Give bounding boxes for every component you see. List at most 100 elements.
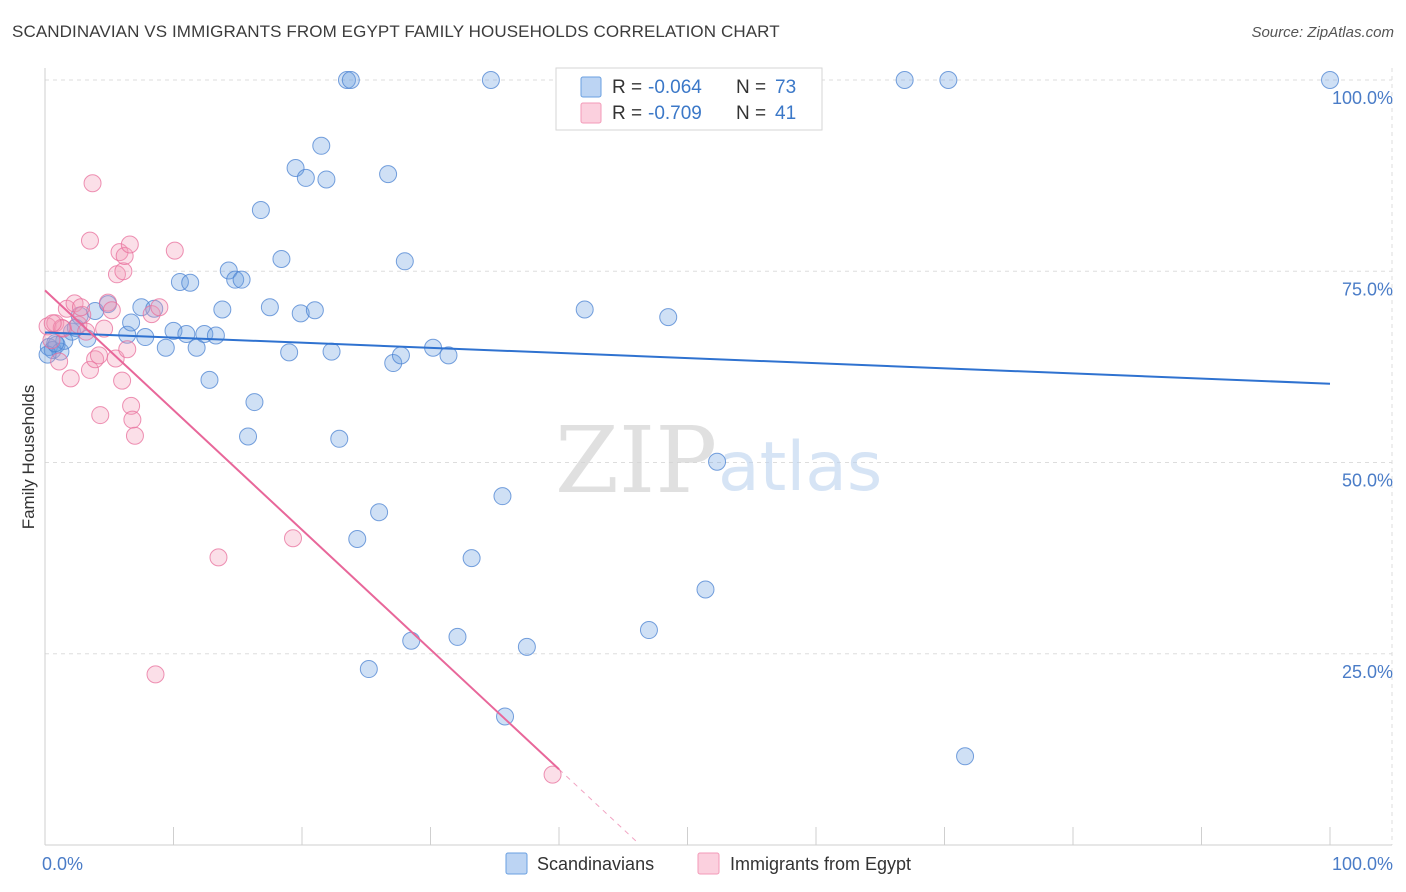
egypt-trend-extension <box>558 768 637 842</box>
egypt-point-23 <box>113 371 132 390</box>
scandinavian-point-53 <box>448 627 467 646</box>
scandinavian-point-55 <box>481 71 500 89</box>
egypt-point-30 <box>125 426 144 445</box>
scandinavian-point-26 <box>226 270 245 289</box>
egypt-point-27 <box>120 235 139 254</box>
scandinavian-point-29 <box>245 393 264 412</box>
egypt-trend-line <box>44 289 560 770</box>
watermark-atlas: atlas <box>718 428 882 507</box>
egypt-point-39 <box>71 298 90 317</box>
scandinavian-point-66 <box>939 71 958 89</box>
egypt-point-24 <box>114 262 133 281</box>
grid-lines <box>45 68 1393 845</box>
egypt-point-37 <box>543 765 562 784</box>
scandinavian-point-58 <box>517 637 536 656</box>
scandinavian-point-45 <box>370 503 389 522</box>
egypt-point-31 <box>142 305 161 324</box>
egypt-point-17 <box>95 319 114 338</box>
scandinavian-point-35 <box>291 304 310 323</box>
egypt-point-6 <box>61 369 80 388</box>
egypt-point-36 <box>284 529 303 548</box>
egypt-point-13 <box>83 174 102 193</box>
scandinavian-point-57 <box>496 707 515 726</box>
scandinavian-point-36 <box>296 168 315 187</box>
scandinavian-point-30 <box>251 201 270 220</box>
egypt-point-19 <box>102 301 121 320</box>
chart-title: SCANDINAVIAN VS IMMIGRANTS FROM EGYPT FA… <box>12 22 780 41</box>
egypt-point-12 <box>80 360 99 379</box>
y-tick-label-1: 50.0% <box>1342 471 1393 491</box>
axes <box>44 68 1392 846</box>
scandinavian-point-68 <box>1321 71 1339 89</box>
y-axis-label: Family Households <box>19 385 38 530</box>
scandinavian-point-56 <box>493 487 512 506</box>
scandinavian-point-65 <box>895 71 914 89</box>
scandinavian-point-44 <box>348 530 367 548</box>
legend-r-value-1: -0.064 <box>648 77 702 98</box>
egypt-point-35 <box>209 548 228 567</box>
scandinavian-point-32 <box>272 250 291 269</box>
scandinavian-point-31 <box>260 298 279 317</box>
legend-n-label-1: N = <box>736 77 766 98</box>
y-tick-label-0: 25.0% <box>1342 662 1393 682</box>
legend-swatch-pink <box>580 102 602 124</box>
scandinavian-trend-line <box>44 331 1331 385</box>
y-tick-label-3: 100.0% <box>1332 88 1393 108</box>
scandinavian-point-27 <box>232 270 251 289</box>
scandinavian-point-39 <box>317 170 336 189</box>
scandinavian-point-17 <box>170 272 189 291</box>
source-note: Source: ZipAtlas.com <box>1251 24 1394 41</box>
egypt-point-34 <box>165 241 184 260</box>
scandinavian-point-49 <box>395 252 414 271</box>
scandinavian-point-12 <box>132 298 151 317</box>
stats-legend: R = -0.064 N = 73 R = -0.709 N = 41 <box>555 67 823 131</box>
scandinavian-point-69 <box>359 660 378 679</box>
legend-n-value-1: 73 <box>775 77 796 98</box>
scandinavian-point-43 <box>341 71 360 89</box>
series-legend-label-egypt: Immigrants from Egypt <box>730 854 911 874</box>
egypt-point-25 <box>115 246 134 265</box>
egypt-point-9 <box>73 305 92 324</box>
series-legend: Scandinavians Immigrants from Egypt <box>505 852 911 875</box>
scandinavian-point-25 <box>219 261 238 280</box>
egypt-point-11 <box>80 231 99 250</box>
legend-swatch-blue <box>580 76 602 98</box>
egypt-point-32 <box>146 665 165 684</box>
scandinavian-point-19 <box>181 273 200 292</box>
egypt-point-15 <box>89 346 108 365</box>
scandinavian-point-62 <box>659 308 678 327</box>
scandinavian-point-47 <box>384 354 403 373</box>
scandinavian-point-54 <box>462 549 481 568</box>
scandinavian-point-63 <box>696 580 715 599</box>
scandinavian-point-42 <box>337 71 356 89</box>
trend-lines <box>44 289 1331 842</box>
series-legend-swatch-egypt <box>697 852 720 875</box>
x-tick-label-0: 0.0% <box>42 854 83 874</box>
scandinavian-point-37 <box>305 301 324 320</box>
egypt-point-26 <box>118 340 137 359</box>
egypt-point-10 <box>77 322 96 341</box>
tick-labels: 25.0% 50.0% 75.0% 100.0% 0.0% 100.0% <box>42 88 1393 874</box>
series-legend-swatch-scandinavians <box>505 852 528 875</box>
y-tick-label-2: 75.0% <box>1342 279 1393 299</box>
egypt-point-3 <box>50 352 69 371</box>
scandinavian-point-52 <box>439 346 458 365</box>
legend-n-label-2: N = <box>736 103 766 124</box>
scandinavian-point-22 <box>200 370 219 389</box>
scandinavian-point-23 <box>206 326 225 345</box>
scandinavian-point-38 <box>312 136 331 155</box>
scandinavian-point-15 <box>156 338 175 357</box>
scandinavian-point-48 <box>391 346 410 365</box>
legend-r-label-2: R = <box>612 103 642 124</box>
scandinavian-point-64 <box>708 452 727 471</box>
watermark-zip: ZIP <box>555 407 717 514</box>
scandinavian-point-11 <box>122 313 141 332</box>
egypt-point-40 <box>43 314 62 333</box>
x-tick-label-1: 100.0% <box>1332 854 1393 874</box>
scandinavian-point-33 <box>280 343 299 362</box>
egypt-point-16 <box>91 406 110 425</box>
scandinavian-point-59 <box>575 300 594 319</box>
scandinavian-point-46 <box>379 165 398 184</box>
scandinavian-point-61 <box>639 621 658 640</box>
